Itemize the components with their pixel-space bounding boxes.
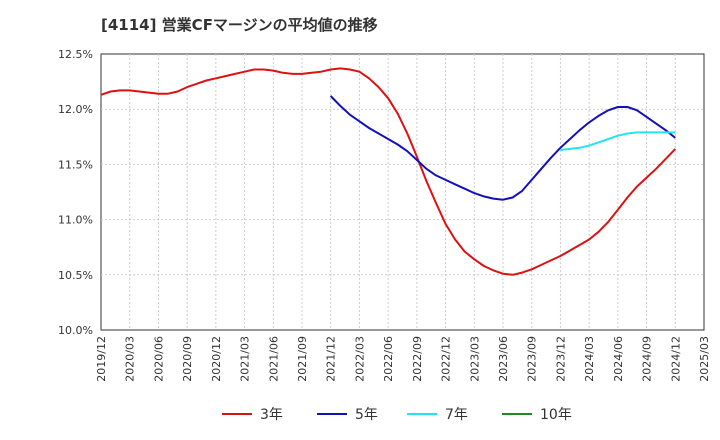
y-tick-label: 10.5% bbox=[58, 269, 93, 282]
y-axis-ticks: 12.5% 12.0% 11.5% 11.0% 10.5% 10.0% bbox=[58, 48, 93, 337]
x-tick-label: 2024/03 bbox=[583, 336, 596, 382]
x-tick-label: 2021/03 bbox=[239, 336, 252, 382]
legend-label: 5年 bbox=[355, 407, 378, 423]
x-tick-label: 2024/06 bbox=[612, 336, 625, 382]
legend-item: 3年 bbox=[222, 407, 283, 423]
series-line bbox=[560, 131, 676, 151]
series-line bbox=[329, 95, 676, 201]
x-tick-label: 2022/09 bbox=[411, 336, 424, 382]
legend-item: 5年 bbox=[317, 407, 378, 423]
chart-title: [4114] 営業CFマージンの平均値の推移 bbox=[101, 16, 378, 34]
grid-lines bbox=[101, 54, 704, 330]
x-tick-label: 2020/09 bbox=[181, 336, 194, 382]
x-tick-label: 2021/09 bbox=[296, 336, 309, 382]
x-tick-label: 2021/12 bbox=[325, 336, 338, 382]
legend-item: 7年 bbox=[407, 407, 468, 423]
y-tick-label: 12.0% bbox=[58, 103, 93, 116]
series-lines bbox=[100, 67, 677, 276]
legend-label: 10年 bbox=[540, 407, 572, 423]
x-tick-label: 2023/06 bbox=[497, 336, 510, 382]
x-tick-label: 2020/03 bbox=[124, 336, 137, 382]
legend-label: 7年 bbox=[445, 407, 468, 423]
legend: 3年 5年 7年 10年 bbox=[222, 407, 572, 423]
x-tick-label: 2022/03 bbox=[353, 336, 366, 382]
y-tick-label: 11.5% bbox=[58, 158, 93, 171]
y-tick-label: 11.0% bbox=[58, 214, 93, 227]
x-tick-label: 2025/03 bbox=[698, 336, 711, 382]
x-tick-label: 2021/06 bbox=[267, 336, 280, 382]
x-tick-label: 2023/03 bbox=[468, 336, 481, 382]
series-line bbox=[100, 67, 677, 276]
x-tick-label: 2019/12 bbox=[95, 336, 108, 382]
legend-item: 10年 bbox=[502, 407, 572, 423]
x-tick-label: 2024/12 bbox=[669, 336, 682, 382]
x-axis-ticks: 2019/12 2020/03 2020/06 2020/09 2020/12 2021/… bbox=[95, 336, 711, 382]
x-tick-label: 2022/12 bbox=[440, 336, 453, 382]
y-tick-label: 12.5% bbox=[58, 48, 93, 61]
legend-label: 3年 bbox=[260, 407, 283, 423]
x-tick-label: 2020/12 bbox=[210, 336, 223, 382]
x-tick-label: 2022/06 bbox=[382, 336, 395, 382]
x-tick-label: 2023/12 bbox=[554, 336, 567, 382]
x-tick-label: 2020/06 bbox=[152, 336, 165, 382]
x-tick-label: 2024/09 bbox=[641, 336, 654, 382]
y-tick-label: 10.0% bbox=[58, 324, 93, 337]
x-tick-label: 2023/09 bbox=[526, 336, 539, 382]
plot-area bbox=[100, 53, 705, 331]
